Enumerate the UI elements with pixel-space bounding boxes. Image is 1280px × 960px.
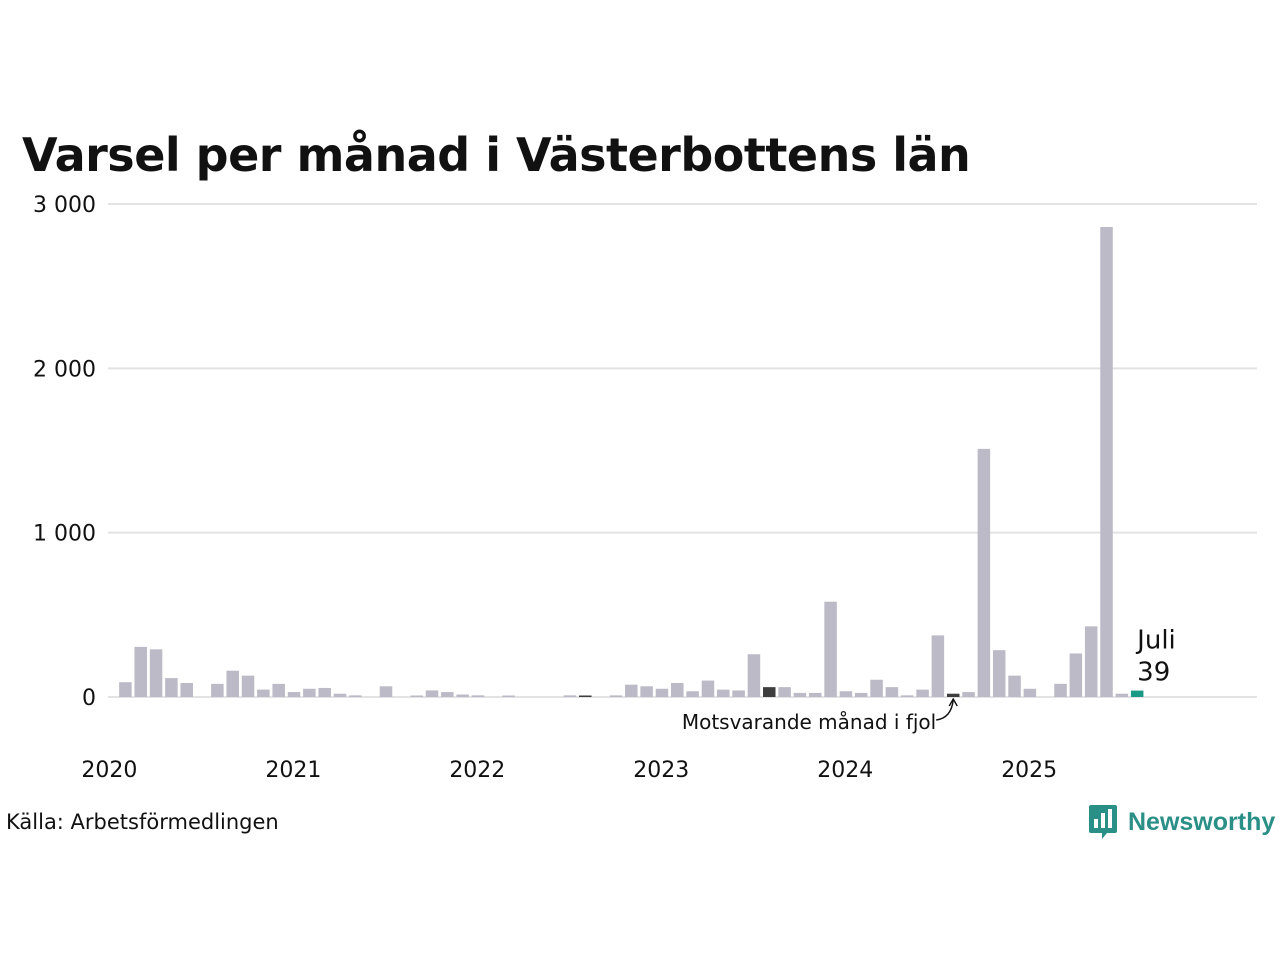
y-tick-label: 1 000 xyxy=(33,522,96,547)
bar-2024-05 xyxy=(916,689,929,697)
bar-2020-10 xyxy=(257,689,270,697)
bar-2020-11 xyxy=(272,683,285,697)
bar-2024-09 xyxy=(977,448,991,697)
bar-2022-12 xyxy=(655,688,669,697)
bar-2025-04 xyxy=(1084,626,1098,697)
bar-2021-03 xyxy=(333,693,347,697)
bar-2025-05 xyxy=(1100,227,1113,697)
x-tick-label: 2023 xyxy=(633,758,689,783)
bars xyxy=(119,227,1144,698)
bar-2020-04 xyxy=(165,678,178,697)
bar-2020-03 xyxy=(149,649,163,697)
x-tick-label: 2024 xyxy=(817,758,873,783)
x-tick-label: 2021 xyxy=(265,758,321,783)
brand-name: Newsworthy xyxy=(1128,807,1276,836)
brand: Newsworthy xyxy=(1088,804,1275,840)
bar-2020-05 xyxy=(180,683,193,697)
bar-2024-03 xyxy=(885,687,899,697)
bar-2021-12 xyxy=(471,695,485,697)
bar-2021-06 xyxy=(379,686,393,697)
bar-2022-10 xyxy=(625,684,638,697)
bar-2022-09 xyxy=(609,695,623,697)
x-tick-label: 2025 xyxy=(1001,758,1057,783)
current-month-value: 39 xyxy=(1137,658,1170,688)
bar-2023-12 xyxy=(839,691,853,697)
bar-2025-02 xyxy=(1054,683,1067,697)
bar-2022-02 xyxy=(502,695,515,697)
bar-2025-03 xyxy=(1069,653,1083,697)
y-tick-label: 2 000 xyxy=(33,357,96,382)
bar-2023-07 xyxy=(763,687,776,697)
y-axis-tick-labels: 0 1 000 2 000 3 000 xyxy=(33,193,96,711)
bar-2023-11 xyxy=(824,601,837,697)
annotation-last-year: Motsvarande månad i fjol xyxy=(682,710,936,734)
bar-2022-06 xyxy=(563,695,577,697)
bar-2021-01 xyxy=(303,688,316,697)
bar-2022-11 xyxy=(640,686,653,697)
bar-2021-02 xyxy=(318,687,331,697)
bar-2024-01 xyxy=(854,692,868,697)
bar-2021-11 xyxy=(456,694,469,697)
bar-2023-02 xyxy=(686,691,699,697)
bar-2024-12 xyxy=(1023,688,1037,697)
bar-2023-01 xyxy=(671,683,684,697)
current-month-label: Juli xyxy=(1135,626,1176,656)
bar-2021-10 xyxy=(441,692,454,697)
bar-2020-09 xyxy=(241,675,255,697)
bar-2021-04 xyxy=(349,695,362,697)
bar-2023-06 xyxy=(747,654,761,697)
bar-2023-09 xyxy=(793,692,807,697)
bar-2024-11 xyxy=(1008,675,1021,697)
bar-2024-04 xyxy=(900,695,914,697)
bar-2023-04 xyxy=(717,689,730,697)
bar-2020-02 xyxy=(134,646,147,697)
annotation-arrowhead xyxy=(948,697,958,707)
bar-2020-01 xyxy=(119,682,132,697)
y-tick-label: 3 000 xyxy=(33,193,96,218)
bar-2025-07 xyxy=(1130,690,1144,697)
bar-2024-02 xyxy=(870,679,883,697)
bar-2022-07 xyxy=(579,695,592,697)
bar-2024-10 xyxy=(992,650,1006,697)
bar-2024-07 xyxy=(946,693,960,697)
bar-2021-09 xyxy=(425,690,439,697)
bar-2023-03 xyxy=(701,680,715,697)
bar-2021-08 xyxy=(410,695,423,697)
bar-2023-05 xyxy=(732,690,745,697)
x-axis-tick-labels: 2020 2021 2022 2023 2024 2025 xyxy=(81,758,1057,783)
source-note: Källa: Arbetsförmedlingen xyxy=(6,810,279,834)
bar-2023-08 xyxy=(778,687,791,697)
x-tick-label: 2020 xyxy=(81,758,137,783)
y-tick-label: 0 xyxy=(82,686,96,711)
bar-2020-12 xyxy=(287,692,301,697)
gridlines xyxy=(108,203,1257,698)
chart-title: Varsel per månad i Västerbottens län xyxy=(22,128,971,182)
bar-2020-08 xyxy=(226,670,239,697)
x-tick-label: 2022 xyxy=(449,758,505,783)
bar-2024-08 xyxy=(962,692,975,697)
annotation-arrow xyxy=(936,699,954,721)
bar-2025-06 xyxy=(1115,693,1129,697)
bar-2023-10 xyxy=(809,692,822,697)
bar-2024-06 xyxy=(931,635,945,698)
bar-2020-07 xyxy=(211,683,224,697)
newsworthy-logo-icon xyxy=(1089,805,1117,839)
